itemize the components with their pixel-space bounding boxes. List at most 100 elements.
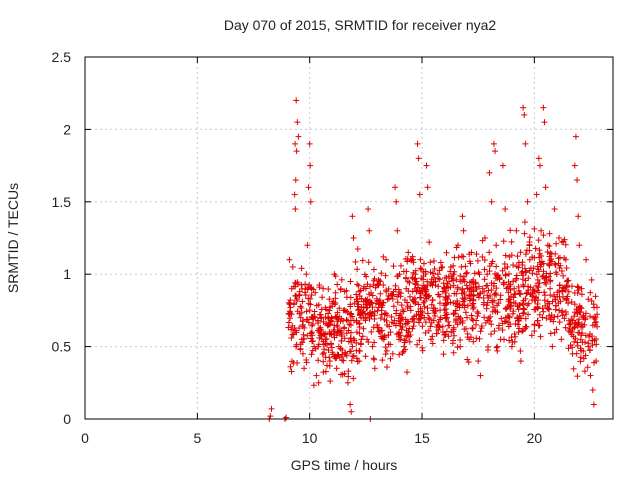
data-point	[298, 285, 305, 292]
data-point	[488, 331, 495, 338]
data-point	[520, 281, 527, 288]
data-point	[496, 274, 503, 281]
data-point	[511, 291, 518, 298]
data-point	[578, 324, 585, 331]
data-point	[474, 291, 481, 298]
data-point	[444, 280, 451, 287]
data-point	[509, 310, 516, 317]
data-point	[334, 281, 341, 288]
data-point	[293, 148, 300, 155]
data-point	[524, 289, 531, 296]
data-point	[309, 338, 316, 345]
data-point	[467, 260, 474, 267]
data-point	[304, 332, 311, 339]
data-point	[419, 308, 426, 315]
data-point	[456, 319, 463, 326]
data-point	[348, 357, 355, 364]
data-point	[353, 319, 360, 326]
data-point	[500, 281, 507, 288]
data-point	[295, 133, 302, 140]
data-point	[469, 316, 476, 323]
data-point	[558, 336, 565, 343]
data-point	[442, 289, 449, 296]
data-point	[359, 257, 366, 264]
data-point	[517, 358, 524, 365]
data-point	[546, 261, 553, 268]
data-point	[327, 304, 334, 311]
data-point	[422, 319, 429, 326]
data-point	[373, 295, 380, 302]
data-point	[363, 273, 370, 280]
data-point	[417, 289, 424, 296]
data-point	[462, 270, 469, 277]
data-point	[357, 340, 364, 347]
data-point	[306, 140, 313, 147]
data-point	[470, 305, 477, 312]
data-point	[406, 338, 413, 345]
data-point	[461, 302, 468, 309]
data-point	[382, 351, 389, 358]
data-point	[446, 322, 453, 329]
data-point	[300, 336, 307, 343]
data-point	[537, 333, 544, 340]
data-point	[354, 358, 361, 365]
data-point	[368, 313, 375, 320]
data-point	[507, 227, 514, 234]
data-point	[308, 322, 315, 329]
data-point	[436, 293, 443, 300]
data-point	[325, 314, 332, 321]
data-point	[559, 288, 566, 295]
data-point	[521, 111, 528, 118]
data-point	[537, 263, 544, 270]
data-point	[457, 343, 464, 350]
data-point	[268, 405, 275, 412]
data-point	[319, 294, 326, 301]
data-point	[490, 304, 497, 311]
data-point	[574, 373, 581, 380]
data-point	[415, 155, 422, 162]
data-point	[528, 332, 535, 339]
data-point	[353, 329, 360, 336]
data-point	[420, 260, 427, 267]
data-point	[585, 340, 592, 347]
data-point	[385, 332, 392, 339]
data-point	[544, 248, 551, 255]
data-point	[424, 305, 431, 312]
data-point	[299, 298, 306, 305]
data-point	[332, 289, 339, 296]
data-point	[398, 326, 405, 333]
data-point	[526, 239, 533, 246]
data-point	[552, 306, 559, 313]
data-point	[550, 318, 557, 325]
data-point	[468, 312, 475, 319]
data-point	[558, 239, 565, 246]
data-point	[368, 328, 375, 335]
data-point	[422, 329, 429, 336]
data-point	[466, 279, 473, 286]
data-point	[535, 268, 542, 275]
data-point	[437, 307, 444, 314]
data-point	[349, 213, 356, 220]
data-point	[302, 281, 309, 288]
data-point	[309, 347, 316, 354]
data-point	[428, 336, 435, 343]
data-point	[588, 297, 595, 304]
data-point	[494, 343, 501, 350]
data-point	[453, 290, 460, 297]
data-point	[536, 162, 543, 169]
data-point	[443, 328, 450, 335]
data-point	[336, 305, 343, 312]
data-point	[510, 300, 517, 307]
data-point	[507, 281, 514, 288]
data-point	[356, 288, 363, 295]
data-point	[555, 260, 562, 267]
data-point	[501, 318, 508, 325]
data-point	[534, 287, 541, 294]
data-point	[479, 237, 486, 244]
data-point	[582, 316, 589, 323]
data-point	[339, 346, 346, 353]
data-point	[356, 348, 363, 355]
data-point	[521, 230, 528, 237]
